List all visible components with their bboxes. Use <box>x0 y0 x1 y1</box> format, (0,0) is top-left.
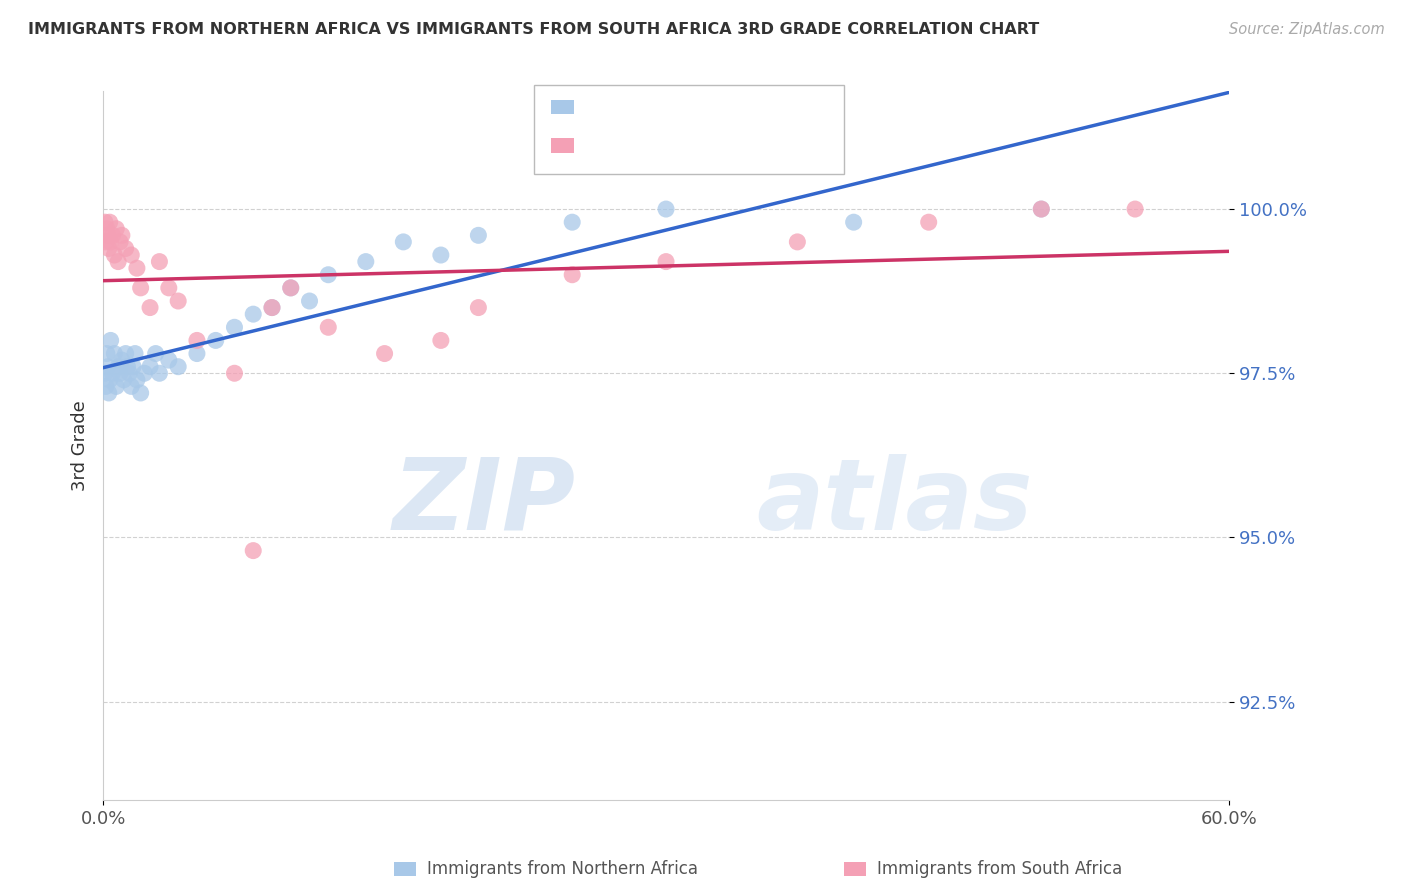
Text: 36: 36 <box>725 136 751 154</box>
Point <box>134 366 156 380</box>
Point <box>242 307 264 321</box>
Point <box>157 281 180 295</box>
Point <box>96 346 118 360</box>
Point <box>167 293 190 308</box>
Text: atlas: atlas <box>756 454 1032 550</box>
Point <box>242 543 264 558</box>
Point <box>280 281 302 295</box>
Point <box>1031 202 1053 216</box>
Point <box>786 235 808 249</box>
Point <box>114 346 136 360</box>
Point <box>260 301 283 315</box>
Point <box>103 346 125 360</box>
Point <box>124 346 146 360</box>
Point <box>467 301 489 315</box>
Point <box>111 353 134 368</box>
Point <box>125 261 148 276</box>
Point <box>298 293 321 308</box>
Point <box>430 248 453 262</box>
Point <box>97 386 120 401</box>
Point <box>842 215 865 229</box>
Point <box>101 366 124 380</box>
Point <box>148 254 170 268</box>
Point <box>120 379 142 393</box>
Point <box>129 281 152 295</box>
Point <box>354 254 377 268</box>
Point <box>204 334 226 348</box>
Point <box>108 235 131 249</box>
Point <box>918 215 941 229</box>
Point <box>120 248 142 262</box>
Point <box>148 366 170 380</box>
Point <box>280 281 302 295</box>
Point <box>655 254 678 268</box>
Point <box>107 254 129 268</box>
Point <box>112 373 135 387</box>
Point <box>94 379 117 393</box>
Point <box>108 366 131 380</box>
Text: ZIP: ZIP <box>392 454 576 550</box>
Point <box>98 373 121 387</box>
Point <box>100 235 122 249</box>
Text: Immigrants from Northern Africa: Immigrants from Northern Africa <box>427 860 699 878</box>
Point <box>186 346 208 360</box>
Point <box>111 228 134 243</box>
Point <box>145 346 167 360</box>
Point <box>105 379 128 393</box>
Point <box>97 242 120 256</box>
Point <box>316 268 339 282</box>
Text: R =: R = <box>585 98 624 116</box>
Text: 0.331: 0.331 <box>624 136 681 154</box>
Point <box>125 373 148 387</box>
Point <box>122 359 145 374</box>
Point <box>430 334 453 348</box>
Y-axis label: 3rd Grade: 3rd Grade <box>72 401 89 491</box>
Point <box>129 386 152 401</box>
Text: IMMIGRANTS FROM NORTHERN AFRICA VS IMMIGRANTS FROM SOUTH AFRICA 3RD GRADE CORREL: IMMIGRANTS FROM NORTHERN AFRICA VS IMMIG… <box>28 22 1039 37</box>
Text: R =: R = <box>585 136 624 154</box>
Point <box>105 221 128 235</box>
Point <box>101 228 124 243</box>
Point <box>139 301 162 315</box>
Point <box>392 235 415 249</box>
Point <box>96 221 118 235</box>
Point <box>94 366 117 380</box>
Point <box>117 359 139 374</box>
Point <box>374 346 396 360</box>
Point <box>103 248 125 262</box>
Point <box>97 228 120 243</box>
Point <box>186 334 208 348</box>
Point <box>107 359 129 374</box>
Point <box>316 320 339 334</box>
Text: N =: N = <box>683 136 735 154</box>
Point <box>467 228 489 243</box>
Text: N =: N = <box>683 98 735 116</box>
Point <box>167 359 190 374</box>
Text: 44: 44 <box>725 98 751 116</box>
Point <box>224 366 246 380</box>
Text: Source: ZipAtlas.com: Source: ZipAtlas.com <box>1229 22 1385 37</box>
Point <box>561 215 583 229</box>
Point <box>98 215 121 229</box>
Text: 0.596: 0.596 <box>624 98 681 116</box>
Point <box>114 242 136 256</box>
Point <box>94 215 117 229</box>
Point <box>561 268 583 282</box>
Point <box>94 235 117 249</box>
Text: Immigrants from South Africa: Immigrants from South Africa <box>877 860 1122 878</box>
Point <box>655 202 678 216</box>
Point <box>157 353 180 368</box>
Point <box>100 334 122 348</box>
Point <box>97 359 120 374</box>
Point <box>1031 202 1053 216</box>
Point <box>1123 202 1146 216</box>
Point <box>260 301 283 315</box>
Point <box>224 320 246 334</box>
Point <box>118 366 141 380</box>
Point <box>139 359 162 374</box>
